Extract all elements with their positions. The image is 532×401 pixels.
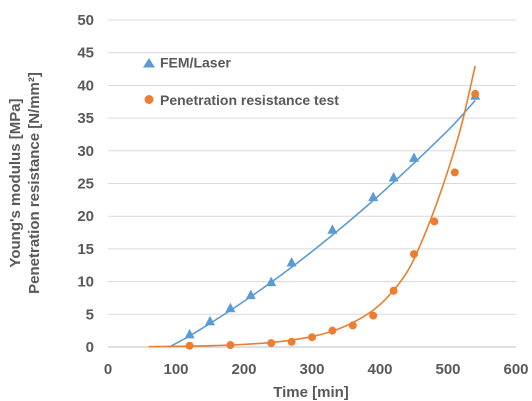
data-point-fem-laser (409, 152, 419, 162)
data-point-fem-laser (327, 224, 338, 234)
legend-label-penetration-resistance: Penetration resistance test (160, 92, 339, 108)
data-point-fem-laser (225, 302, 236, 313)
y-tick-label: 40 (77, 77, 94, 94)
data-point-fem-laser (388, 171, 399, 182)
legend-label-fem-laser: FEM/Laser (160, 55, 231, 71)
x-tick-label: 600 (503, 361, 528, 378)
data-point-penetration-resistance-test (185, 341, 194, 350)
data-point-penetration-resistance-test (410, 250, 418, 259)
y-tick-label: 35 (77, 110, 94, 127)
y-tick-label: 20 (77, 208, 94, 225)
y-tick-label: 15 (77, 241, 94, 258)
x-tick-label: 300 (299, 361, 324, 378)
data-point-penetration-resistance-test (328, 326, 337, 335)
data-point-fem-laser (266, 276, 277, 287)
trendline-fem-laser (168, 99, 476, 348)
data-point-penetration-resistance-test (267, 339, 276, 348)
data-point-penetration-resistance-test (369, 311, 378, 320)
y-tick-label: 0 (86, 339, 94, 356)
data-point-fem-laser (205, 315, 215, 326)
data-point-penetration-resistance-test (450, 168, 459, 177)
x-tick-label: 100 (163, 361, 188, 378)
data-point-fem-laser (368, 191, 379, 202)
legend-marker-penetration-resistance (144, 95, 154, 104)
grid-layer (108, 19, 516, 315)
data-point-fem-laser (184, 328, 195, 339)
data-point-penetration-resistance-test (348, 321, 357, 330)
y-axis-title-line2: Penetration resistance [N/mm²] (26, 72, 43, 294)
y-tick-label: 25 (77, 176, 94, 193)
x-axis-title: Time [min] (273, 384, 349, 401)
x-tick-label: 400 (367, 361, 392, 378)
y-tick-label: 30 (77, 143, 94, 160)
y-tick-label: 50 (77, 12, 94, 29)
x-tick-label: 200 (231, 361, 256, 378)
data-point-penetration-resistance-test (471, 89, 480, 98)
data-point-fem-laser (245, 289, 256, 300)
legend-marker-fem-laser (143, 58, 155, 68)
x-tick-label: 0 (104, 361, 112, 378)
trendline-penetration-resistance-test (148, 65, 476, 348)
data-point-fem-laser (286, 256, 297, 267)
data-point-penetration-resistance-test (226, 341, 235, 350)
x-tick-label: 500 (435, 361, 460, 378)
y-tick-label: 45 (77, 45, 94, 62)
marks-layer (184, 89, 481, 350)
trendline-layer (148, 65, 476, 348)
data-point-penetration-resistance-test (308, 333, 316, 342)
data-point-penetration-resistance-test (430, 217, 439, 226)
data-point-penetration-resistance-test (389, 286, 398, 295)
y-tick-label: 10 (77, 274, 94, 291)
y-axis-title-line1: Young's modulus [MPa] (7, 98, 24, 267)
y-tick-label: 5 (86, 306, 94, 323)
data-point-penetration-resistance-test (287, 337, 296, 346)
legend: FEM/Laser Penetration resistance test (143, 55, 339, 108)
